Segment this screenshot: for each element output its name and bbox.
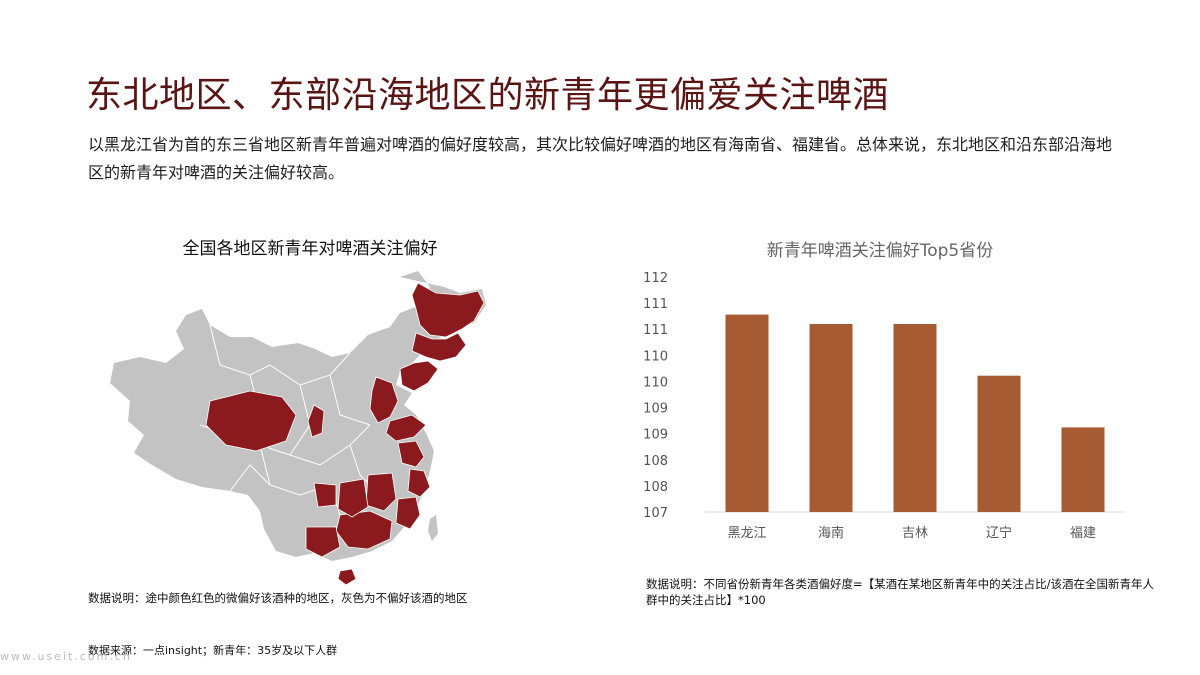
x-tick-label: 辽宁 bbox=[986, 525, 1012, 541]
x-tick-label: 黑龙江 bbox=[727, 526, 766, 541]
page-subtitle: 以黑龙江省为首的东三省地区新青年普遍对啤酒的偏好度较高，其次比较偏好啤酒的地区有… bbox=[88, 135, 1113, 182]
map-region-liaoning bbox=[399, 360, 439, 392]
bar-0 bbox=[725, 314, 769, 512]
y-tick-label: 111 bbox=[643, 323, 668, 338]
x-tick-label: 吉林 bbox=[902, 526, 928, 541]
highlighted-regions bbox=[205, 282, 485, 586]
bars bbox=[725, 314, 1105, 512]
map-region-jilin bbox=[411, 332, 467, 362]
map-region-fujian bbox=[395, 496, 421, 530]
page-title: 东北地区、东部沿海地区的新青年更偏爱关注啤酒 bbox=[86, 75, 890, 116]
map-region-guangxi bbox=[305, 526, 341, 558]
y-tick-label: 109 bbox=[643, 402, 668, 417]
map-region-hebei bbox=[369, 376, 399, 424]
map-region-ningxia bbox=[307, 404, 325, 438]
x-tick-label: 海南 bbox=[818, 525, 844, 541]
watermark: www.useit.com.cn bbox=[0, 650, 132, 663]
y-axis: 107 108 108 109 109 110 110 111 111 112 bbox=[643, 271, 668, 521]
bar-4 bbox=[1061, 427, 1105, 512]
bar-chart: 107 108 108 109 109 110 110 111 111 112 黑龙江 海南 吉林 辽宁… bbox=[643, 271, 1125, 541]
y-tick-label: 110 bbox=[643, 375, 668, 390]
y-tick-label: 107 bbox=[643, 506, 668, 521]
map-region-hunan bbox=[337, 478, 369, 518]
bar-3 bbox=[977, 375, 1021, 512]
y-tick-label: 108 bbox=[643, 454, 668, 469]
map-region-heilongjiang bbox=[411, 282, 485, 338]
bar-2 bbox=[893, 324, 937, 512]
map-title: 全国各地区新青年对啤酒关注偏好 bbox=[182, 239, 438, 259]
bar-1 bbox=[809, 324, 853, 512]
map-region-hainan bbox=[337, 568, 357, 586]
map-note: 数据说明：途中颜色红色的微偏好该酒种的地区，灰色为不偏好该酒的地区 bbox=[88, 591, 468, 605]
map-region-jiangsu bbox=[397, 440, 425, 468]
y-tick-label: 110 bbox=[643, 349, 668, 364]
data-source: 数据来源：一点insight；新青年：35岁及以下人群 bbox=[88, 644, 338, 657]
chart-note: 数据说明：不同省份新青年各类酒偏好度=【某酒在某地区新青年中的关注占比/该酒在全… bbox=[646, 577, 1155, 607]
map-region-taiwan bbox=[428, 515, 438, 541]
y-tick-label: 109 bbox=[643, 428, 668, 443]
china-map bbox=[100, 265, 500, 590]
x-tick-label: 福建 bbox=[1070, 526, 1096, 541]
map-region-shandong bbox=[385, 414, 427, 442]
chart-title: 新青年啤酒关注偏好Top5省份 bbox=[766, 241, 994, 261]
map-region-guangdong bbox=[335, 510, 393, 550]
map-region-zhejiang bbox=[407, 468, 431, 498]
china-map-svg bbox=[110, 271, 486, 586]
y-tick-label: 111 bbox=[643, 297, 668, 312]
map-region-guizhou bbox=[313, 482, 337, 508]
y-tick-label: 112 bbox=[643, 271, 668, 286]
x-axis: 黑龙江 海南 吉林 辽宁 福建 bbox=[727, 525, 1096, 541]
y-tick-label: 108 bbox=[643, 480, 668, 495]
map-region-qinghai bbox=[205, 390, 297, 452]
